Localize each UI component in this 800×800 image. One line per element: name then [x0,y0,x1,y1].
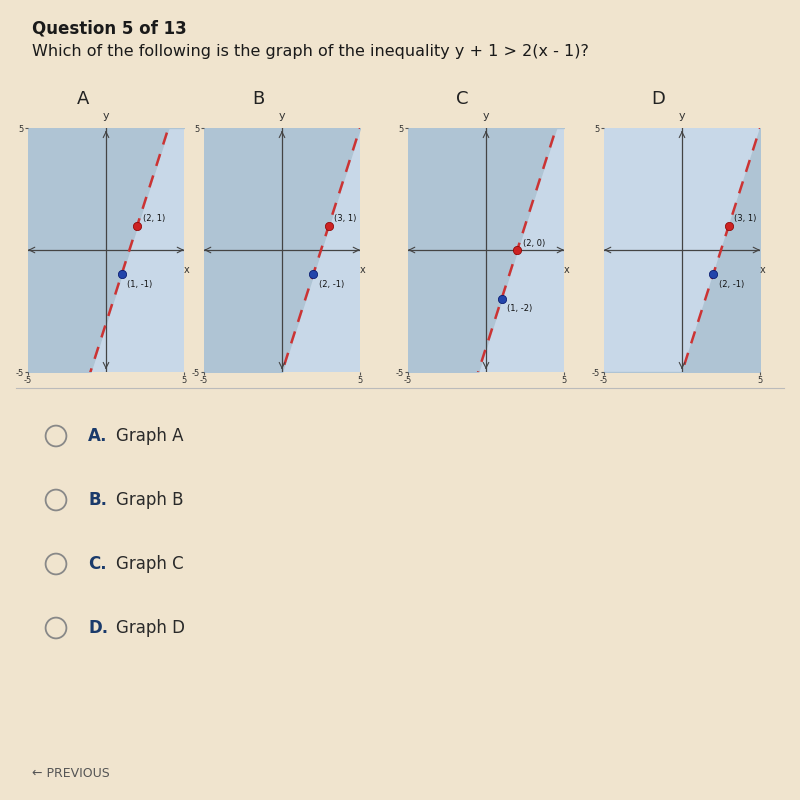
Text: B: B [253,90,265,108]
Text: (3, 1): (3, 1) [734,214,757,223]
Text: x: x [184,265,190,274]
Text: ← PREVIOUS: ← PREVIOUS [32,767,110,780]
Text: (2, -1): (2, -1) [718,280,744,289]
Text: x: x [564,265,570,274]
Text: (2, -1): (2, -1) [318,280,344,289]
Text: C.: C. [88,555,106,573]
Text: A: A [77,90,89,108]
Text: (2, 1): (2, 1) [142,214,165,223]
Text: Which of the following is the graph of the inequality y + 1 > 2(x - 1)?: Which of the following is the graph of t… [32,44,589,59]
Text: (1, -2): (1, -2) [507,304,533,314]
Text: Graph D: Graph D [116,619,185,637]
Text: D: D [652,90,666,108]
Text: Graph B: Graph B [116,491,183,509]
Text: y: y [678,110,686,121]
Text: A.: A. [88,427,107,445]
Text: (3, 1): (3, 1) [334,214,357,223]
Text: y: y [482,110,490,121]
Text: y: y [102,110,110,121]
Text: D.: D. [88,619,108,637]
Text: Graph C: Graph C [116,555,184,573]
Text: Question 5 of 13: Question 5 of 13 [32,20,186,38]
Text: (1, -1): (1, -1) [127,280,153,289]
Text: x: x [760,265,766,274]
Text: y: y [278,110,286,121]
Text: B.: B. [88,491,107,509]
Text: Graph A: Graph A [116,427,183,445]
Text: (2, 0): (2, 0) [522,239,545,248]
Text: C: C [456,90,469,108]
Text: x: x [360,265,366,274]
